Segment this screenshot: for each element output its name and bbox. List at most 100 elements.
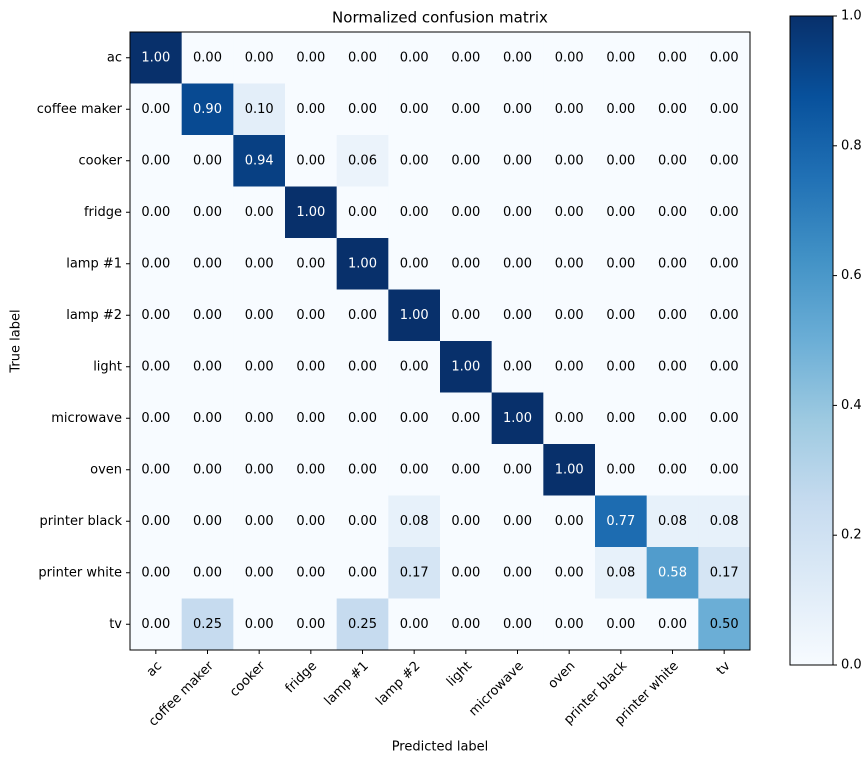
heatmap-cell (336, 83, 389, 136)
y-axis-label: True label (9, 309, 24, 373)
cell-label: 0.00 (503, 50, 532, 65)
cell-label: 0.00 (348, 411, 377, 426)
cell-label: 0.00 (606, 50, 635, 65)
cell-label: 0.00 (400, 50, 429, 65)
cell-label: 0.00 (451, 617, 480, 632)
heatmap-cell (233, 83, 286, 136)
cell-label: 0.00 (141, 617, 170, 632)
heatmap-cell (336, 32, 389, 84)
heatmap-cell (130, 135, 183, 187)
cell-label: 0.00 (296, 514, 325, 529)
cell-label: 0.00 (658, 50, 687, 65)
heatmap-cell (285, 32, 338, 84)
heatmap-cell (595, 83, 648, 136)
cell-label: 0.17 (710, 565, 739, 580)
colorbar-tick-label: 1.0 (841, 9, 862, 24)
y-tick-label: light (93, 359, 122, 374)
heatmap-cell (440, 238, 493, 290)
heatmap-cell (491, 495, 544, 548)
cell-label: 1.00 (296, 205, 325, 220)
cell-label: 0.00 (400, 617, 429, 632)
heatmap-cell (181, 32, 234, 84)
heatmap-cell (698, 547, 751, 599)
chart-title: Normalized confusion matrix (332, 9, 548, 27)
heatmap-cell (388, 392, 441, 445)
heatmap-cell (285, 598, 338, 651)
heatmap-cell (543, 32, 596, 84)
heatmap-cell (388, 186, 441, 239)
cell-label: 0.00 (555, 308, 584, 323)
heatmap-cell (388, 238, 441, 290)
heatmap-cell (336, 547, 389, 599)
heatmap-cell (285, 392, 338, 445)
heatmap-cell (646, 135, 699, 187)
x-tick-label: tv (714, 658, 734, 678)
heatmap-cell (285, 83, 338, 136)
cell-label: 0.00 (451, 514, 480, 529)
cell-label: 0.00 (503, 256, 532, 271)
cell-label: 0.25 (193, 617, 222, 632)
cell-label: 0.00 (606, 308, 635, 323)
cell-label: 0.08 (710, 514, 739, 529)
heatmap-cell (388, 341, 441, 393)
colorbar-tick-label: 0.2 (841, 528, 862, 543)
cell-label: 0.00 (710, 359, 739, 374)
cell-label: 0.50 (710, 617, 739, 632)
heatmap-cell (491, 289, 544, 342)
heatmap-cell (440, 186, 493, 239)
cell-label: 0.00 (400, 102, 429, 117)
heatmap-cell (440, 32, 493, 84)
cell-label: 0.25 (348, 617, 377, 632)
heatmap-cell (336, 392, 389, 445)
heatmap-cell (336, 495, 389, 548)
heatmap-cell (595, 341, 648, 393)
colorbar-tick-label: 0.4 (841, 398, 862, 413)
heatmap-cell (698, 598, 751, 651)
cell-label: 0.00 (245, 411, 274, 426)
heatmap-cell (698, 392, 751, 445)
cell-label: 0.00 (451, 153, 480, 168)
cell-label: 0.00 (141, 462, 170, 477)
cell-label: 0.00 (503, 565, 532, 580)
cell-label: 0.00 (555, 102, 584, 117)
heatmap-cell (130, 547, 183, 599)
y-tick-label: coffee maker (37, 102, 123, 117)
cell-label: 0.00 (245, 50, 274, 65)
cell-label: 0.00 (296, 256, 325, 271)
cell-label: 0.00 (193, 462, 222, 477)
heatmap-cell (233, 186, 286, 239)
heatmap-cell (285, 495, 338, 548)
heatmap-cell (388, 289, 441, 342)
heatmap-cell (285, 186, 338, 239)
y-tick-label: cooker (79, 153, 123, 168)
heatmap-cell (130, 598, 183, 651)
heatmap-cell (491, 83, 544, 136)
cell-label: 0.00 (503, 462, 532, 477)
heatmap-cell (336, 598, 389, 651)
heatmap-cell (595, 392, 648, 445)
heatmap-cell (130, 238, 183, 290)
heatmap-cell (491, 135, 544, 187)
heatmap-cell (233, 238, 286, 290)
cell-label: 0.00 (658, 153, 687, 168)
cell-label: 0.00 (451, 462, 480, 477)
cell-label: 0.00 (141, 359, 170, 374)
heatmap-cell (440, 495, 493, 548)
heatmap-cell (285, 238, 338, 290)
cell-label: 0.00 (555, 617, 584, 632)
cell-label: 0.00 (503, 102, 532, 117)
cell-label: 0.00 (141, 514, 170, 529)
cell-label: 0.00 (710, 102, 739, 117)
heatmap-cell (130, 83, 183, 136)
cell-label: 0.00 (710, 256, 739, 271)
heatmap-cell (698, 289, 751, 342)
heatmap-cell (181, 598, 234, 651)
y-tick-label: lamp #2 (66, 308, 122, 323)
cell-label: 0.00 (348, 308, 377, 323)
cell-label: 0.00 (296, 50, 325, 65)
heatmap-cell (646, 238, 699, 290)
cell-label: 0.77 (606, 514, 635, 529)
heatmap-cell (130, 392, 183, 445)
heatmap-cell (336, 135, 389, 187)
